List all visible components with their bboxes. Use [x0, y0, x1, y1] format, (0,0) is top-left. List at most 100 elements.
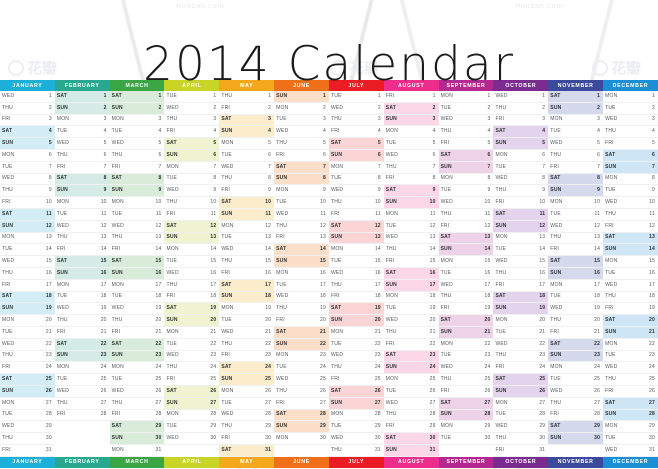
month-footer-august[interactable]: AUGUST: [383, 456, 439, 468]
day-cell[interactable]: THU 2: [0, 102, 55, 115]
day-cell[interactable]: THU 23: [493, 350, 549, 363]
day-cell[interactable]: FRI 25: [328, 374, 384, 386]
day-cell[interactable]: WED 19: [109, 303, 165, 316]
day-cell[interactable]: SUN 14: [438, 244, 494, 257]
day-cell[interactable]: FRI 25: [164, 374, 220, 386]
day-cell[interactable]: FRI 2: [219, 102, 275, 115]
day-cell[interactable]: SUN 11: [219, 208, 275, 221]
day-cell[interactable]: SUN 13: [164, 232, 220, 245]
day-cell[interactable]: TUE 22: [164, 338, 220, 351]
day-cell[interactable]: WED 24: [603, 362, 658, 375]
day-cell[interactable]: THU 4: [603, 126, 658, 139]
day-cell[interactable]: WED 12: [548, 220, 604, 233]
day-cell[interactable]: THU 26: [274, 385, 329, 398]
day-cell[interactable]: FRI 14: [54, 244, 110, 257]
day-cell[interactable]: FRI 17: [493, 279, 549, 292]
day-cell[interactable]: TUE 4: [54, 126, 110, 139]
day-cell[interactable]: WED 29: [0, 421, 55, 434]
day-cell[interactable]: THU 19: [274, 303, 329, 316]
day-cell[interactable]: MON 10: [109, 197, 165, 209]
day-cell[interactable]: SUN 28: [438, 409, 494, 422]
day-cell[interactable]: SUN 9: [54, 185, 110, 198]
day-cell[interactable]: MON 19: [219, 303, 275, 316]
day-cell[interactable]: WED 1: [0, 91, 55, 103]
day-cell[interactable]: TUE 10: [274, 197, 329, 209]
day-cell[interactable]: FRI 7: [54, 161, 110, 174]
day-cell[interactable]: SAT 13: [603, 232, 658, 245]
day-cell[interactable]: THU 6: [109, 149, 165, 162]
day-cell[interactable]: FRI 22: [383, 338, 439, 351]
day-cell[interactable]: TUE 13: [219, 232, 275, 245]
day-cell[interactable]: WED 4: [274, 126, 329, 139]
day-cell[interactable]: SUN 19: [493, 303, 549, 316]
day-cell[interactable]: THU 4: [438, 126, 494, 139]
day-cell[interactable]: MON 3: [109, 114, 165, 127]
day-cell[interactable]: SUN 23: [109, 350, 165, 363]
day-cell[interactable]: TUE 11: [548, 208, 604, 221]
day-cell[interactable]: FRI 28: [548, 409, 604, 422]
day-cell[interactable]: FRI 20: [274, 315, 329, 327]
day-cell[interactable]: WED 17: [603, 279, 658, 292]
day-cell[interactable]: SUN 16: [548, 267, 604, 280]
day-cell[interactable]: MON 10: [548, 197, 604, 209]
day-cell[interactable]: THU 9: [0, 185, 55, 198]
day-cell[interactable]: THU 16: [0, 267, 55, 280]
day-cell[interactable]: SAT 1: [54, 91, 110, 103]
day-cell[interactable]: WED 10: [438, 197, 494, 209]
day-cell[interactable]: FRI 8: [383, 173, 439, 186]
day-cell[interactable]: THU 17: [164, 279, 220, 292]
day-cell[interactable]: SUN 15: [274, 256, 329, 268]
day-cell[interactable]: WED 15: [493, 256, 549, 268]
day-cell[interactable]: THU 9: [493, 185, 549, 198]
day-cell[interactable]: THU 2: [493, 102, 549, 115]
day-cell[interactable]: MON 14: [164, 244, 220, 257]
day-cell[interactable]: MON 28: [164, 409, 220, 422]
day-cell[interactable]: FRI 24: [0, 362, 55, 375]
day-cell[interactable]: THU 25: [438, 374, 494, 386]
day-cell[interactable]: SAT 10: [219, 197, 275, 209]
day-cell[interactable]: SAT 17: [219, 279, 275, 292]
day-cell[interactable]: THU 13: [109, 232, 165, 245]
day-cell[interactable]: WED 23: [164, 350, 220, 363]
day-cell[interactable]: SAT 5: [164, 138, 220, 150]
day-cell[interactable]: TUE 6: [219, 149, 275, 162]
day-cell[interactable]: TUE 5: [383, 138, 439, 150]
day-cell[interactable]: TUE 12: [383, 220, 439, 233]
day-cell[interactable]: SAT 6: [438, 149, 494, 162]
day-cell[interactable]: TUE 16: [603, 267, 658, 280]
day-cell[interactable]: SUN 30: [109, 433, 165, 445]
day-cell[interactable]: SAT 12: [328, 220, 384, 233]
day-cell[interactable]: WED 31: [603, 444, 658, 457]
day-cell[interactable]: TUE 25: [109, 374, 165, 386]
day-cell[interactable]: MON 7: [164, 161, 220, 174]
day-cell[interactable]: FRI 16: [219, 267, 275, 280]
day-cell[interactable]: SUN 6: [328, 149, 384, 162]
day-cell[interactable]: MON 2: [274, 102, 329, 115]
day-cell[interactable]: SUN 21: [438, 326, 494, 339]
month-footer-november[interactable]: NOVEMBER: [548, 456, 604, 468]
day-cell[interactable]: FRI 27: [274, 397, 329, 410]
day-cell[interactable]: MON 5: [219, 138, 275, 150]
day-cell[interactable]: SAT 27: [603, 397, 658, 410]
day-cell[interactable]: SUN 2: [548, 102, 604, 115]
day-cell[interactable]: FRI 12: [603, 220, 658, 233]
day-cell[interactable]: THU 23: [0, 350, 55, 363]
day-cell[interactable]: SUN 17: [383, 279, 439, 292]
day-cell[interactable]: THU 3: [328, 114, 384, 127]
day-cell[interactable]: MON 13: [493, 232, 549, 245]
day-cell[interactable]: WED 26: [109, 385, 165, 398]
day-cell[interactable]: FRI 3: [0, 114, 55, 127]
day-cell[interactable]: TUE 29: [164, 421, 220, 434]
day-cell[interactable]: WED 3: [603, 114, 658, 127]
day-cell[interactable]: MON 28: [328, 409, 384, 422]
day-cell[interactable]: SAT 26: [328, 385, 384, 398]
day-cell[interactable]: FRI 3: [493, 114, 549, 127]
day-cell[interactable]: THU 10: [164, 197, 220, 209]
day-cell[interactable]: MON 17: [54, 279, 110, 292]
day-cell[interactable]: WED 22: [0, 338, 55, 351]
day-cell[interactable]: TUE 4: [548, 126, 604, 139]
day-cell[interactable]: TUE 24: [274, 362, 329, 375]
day-cell[interactable]: SUN 2: [109, 102, 165, 115]
day-cell[interactable]: SAT 21: [274, 326, 329, 339]
day-cell[interactable]: THU 15: [219, 256, 275, 268]
